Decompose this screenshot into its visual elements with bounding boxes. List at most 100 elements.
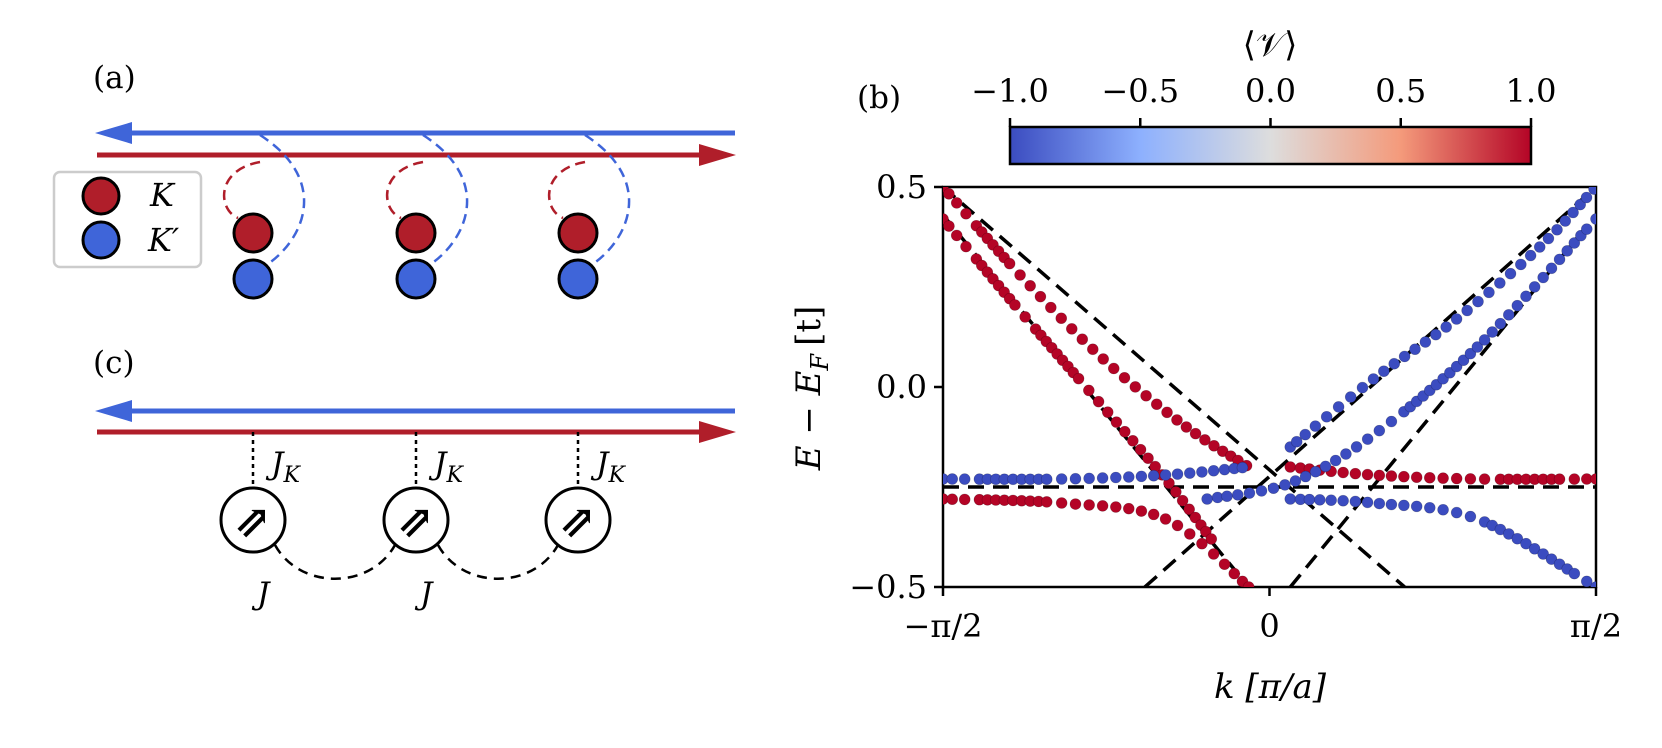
- band-point: [960, 240, 972, 253]
- band-point: [1309, 420, 1322, 432]
- colorbar: ⟨𝒱⟩ −1.0 −0.5 0.0 0.5 1.0: [971, 25, 1556, 166]
- band-point: [946, 473, 959, 485]
- band-point: [1553, 473, 1566, 485]
- hybridized-bands: [943, 187, 1596, 587]
- band-point: [1309, 465, 1322, 478]
- band-point: [1502, 528, 1515, 540]
- band-point: [1378, 365, 1390, 377]
- exchange-label-2: J: [414, 576, 434, 612]
- panel-c: (c) JK JK JK ⇗ ⇗ ⇗: [93, 345, 736, 612]
- band-point: [1122, 471, 1135, 483]
- band-series-8: [1201, 213, 1596, 505]
- band-point: [943, 220, 955, 232]
- band-point: [1320, 410, 1333, 423]
- band-point: [1349, 495, 1362, 508]
- exchange-arc-2: [436, 544, 560, 580]
- band-point: [1183, 528, 1196, 540]
- blue-arrowhead: [95, 400, 132, 422]
- band-point: [1515, 258, 1527, 271]
- panel-c-label: (c): [93, 345, 135, 381]
- band-point: [950, 229, 963, 242]
- band-point: [1142, 452, 1154, 464]
- band-point: [946, 493, 959, 506]
- band-point: [1228, 567, 1241, 580]
- band-point: [1218, 463, 1231, 476]
- plot-area: [943, 187, 1596, 587]
- band-point: [1332, 401, 1345, 413]
- band-point: [1385, 498, 1398, 511]
- band-point: [1349, 467, 1362, 480]
- spin-circle: [219, 486, 287, 554]
- band-point: [1502, 309, 1515, 321]
- colorbar-tick-label: −1.0: [971, 72, 1049, 110]
- band-point: [1110, 501, 1122, 513]
- band-series-6: [1284, 493, 1596, 587]
- band-point: [1236, 461, 1249, 474]
- y-tick-label: 0.0: [876, 368, 927, 406]
- band-point: [1135, 505, 1148, 517]
- band-point: [1568, 567, 1581, 580]
- band-point: [950, 197, 963, 209]
- band-point: [1171, 414, 1183, 426]
- band-point: [1319, 460, 1332, 473]
- colorbar-ticks: −1.0 −0.5 0.0 0.5 1.0: [971, 72, 1556, 127]
- band-point: [1559, 215, 1572, 227]
- kondo-label: JK: [590, 446, 626, 488]
- band-point: [1533, 241, 1546, 253]
- band-point: [1255, 485, 1268, 497]
- band-point: [1464, 510, 1477, 523]
- band-point: [1325, 494, 1337, 507]
- spin-arrow-icon: ⇗: [235, 496, 272, 547]
- band-point: [1520, 290, 1532, 303]
- band-point: [1147, 508, 1160, 521]
- band-point: [1055, 497, 1068, 509]
- band-point: [1367, 373, 1380, 385]
- band-point: [1110, 416, 1123, 428]
- spin-arrow-icon: ⇗: [560, 496, 597, 547]
- band-point: [1471, 341, 1484, 353]
- band-point: [1537, 271, 1549, 284]
- kondo-coupling-3: JK: [576, 432, 626, 488]
- band-point: [1303, 493, 1316, 506]
- band-point: [1528, 281, 1541, 293]
- site-3: [547, 133, 631, 300]
- bare-band-3: [1143, 187, 1596, 587]
- band-point: [1398, 470, 1410, 483]
- band-point: [1437, 472, 1449, 484]
- band-point: [1083, 472, 1095, 485]
- band-point: [1207, 464, 1220, 477]
- legend-marker-k: [81, 176, 121, 216]
- band-point: [1385, 470, 1398, 482]
- band-point: [1299, 428, 1312, 441]
- band-point: [1494, 277, 1506, 289]
- exchange-arc-1: [273, 544, 397, 580]
- colorbar-tick-label: 0.5: [1375, 72, 1426, 110]
- band-point: [1419, 336, 1432, 348]
- band-point: [1410, 471, 1423, 484]
- red-arrowhead: [699, 144, 736, 166]
- band-point: [1147, 469, 1160, 482]
- band-point: [1284, 461, 1297, 473]
- band-point: [1122, 502, 1135, 515]
- band-point: [1118, 425, 1131, 438]
- band-point: [1097, 353, 1110, 365]
- band-point: [1055, 473, 1068, 485]
- band-point: [1590, 581, 1596, 587]
- band-point: [1183, 467, 1196, 479]
- band-point: [1243, 487, 1256, 499]
- band-point: [1340, 448, 1352, 460]
- band-point: [1361, 433, 1374, 445]
- kondo-label: JK: [428, 446, 464, 488]
- band-point: [1486, 326, 1499, 338]
- band-point: [1208, 440, 1220, 452]
- colorbar-tick-label: 1.0: [1506, 72, 1557, 110]
- y-tick-label: −0.5: [849, 568, 927, 606]
- band-point: [1216, 445, 1229, 458]
- band-point: [1150, 398, 1163, 411]
- band-point: [1086, 343, 1099, 356]
- bare-band-1: [943, 187, 1406, 587]
- k-valley-dot: [557, 212, 599, 254]
- band-point: [1140, 389, 1152, 402]
- band-point: [1159, 513, 1172, 525]
- band-point: [1040, 496, 1053, 508]
